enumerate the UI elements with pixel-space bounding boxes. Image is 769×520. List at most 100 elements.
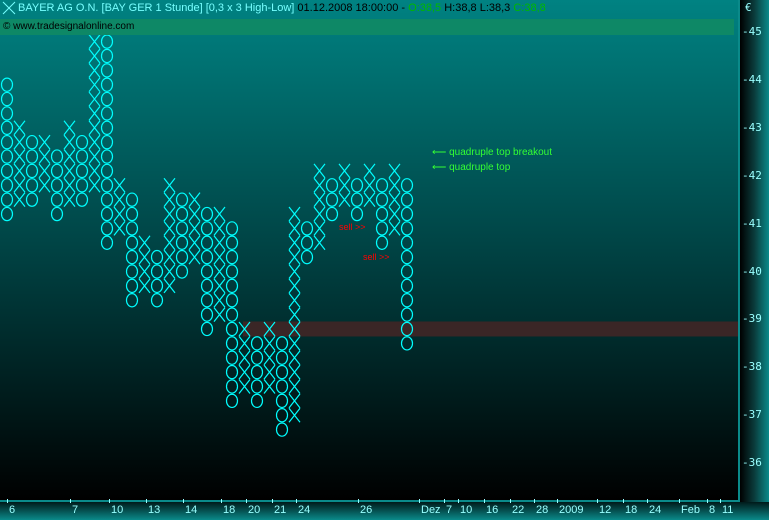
o-box (225, 278, 239, 294)
currency-label: € (745, 1, 752, 14)
o-box (350, 206, 364, 222)
x-tick-label: 20 (248, 504, 261, 516)
x-tick (419, 499, 420, 503)
chart-title: BAYER AG O.N. [BAY GER 1 Stunde] [0,3 x … (18, 2, 295, 14)
x-tick (534, 499, 535, 503)
x-tick-label: 10 (111, 504, 124, 516)
o-box (400, 249, 414, 265)
x-box (288, 249, 301, 265)
x-box (63, 149, 76, 164)
x-tick-label: 24 (298, 504, 311, 516)
o-box (325, 192, 339, 207)
o-box (200, 235, 214, 250)
x-box (88, 62, 101, 78)
x-box (288, 393, 301, 409)
o-box (225, 307, 239, 322)
x-box (238, 364, 251, 380)
o-box (325, 178, 339, 193)
x-tick-label: 12 (599, 504, 612, 516)
o-box (100, 48, 114, 64)
x-box (288, 321, 301, 337)
x-box (388, 206, 401, 222)
x-box (138, 235, 151, 251)
x-tick-label: Dez (421, 504, 441, 516)
x-box (388, 163, 401, 179)
x-box (288, 292, 301, 308)
o-box (100, 77, 114, 92)
x-box (38, 177, 51, 193)
x-box (113, 206, 126, 222)
o-box (375, 192, 389, 207)
x-box (288, 235, 301, 251)
sell-signal-2: sell >> (363, 252, 390, 262)
x-tick (597, 499, 598, 503)
o-box (150, 293, 164, 308)
x-box (188, 192, 201, 208)
o-box (50, 163, 64, 179)
x-box (63, 120, 76, 136)
o-box (400, 321, 414, 337)
o-box (25, 178, 39, 193)
o-box (225, 321, 239, 337)
x-box (38, 149, 51, 164)
datetime: 01.12.2008 18:00:00 - (297, 2, 406, 14)
x-box (88, 34, 101, 49)
x-box (213, 221, 226, 236)
o-box (175, 264, 189, 279)
o-box (25, 192, 39, 207)
o-box (175, 235, 189, 250)
x-tick (720, 499, 721, 503)
x-symbol-icon (2, 1, 16, 15)
price-axis (740, 0, 769, 502)
o-box (200, 264, 214, 279)
o-box (150, 249, 164, 265)
o-box (50, 192, 64, 207)
o-box (125, 235, 139, 250)
o-box (125, 293, 139, 308)
x-box (188, 235, 201, 251)
o-box (350, 178, 364, 193)
x-box (388, 221, 401, 236)
o-box (225, 235, 239, 250)
o-box (400, 336, 414, 351)
o-box (200, 249, 214, 265)
x-box (188, 221, 201, 236)
x-box (288, 307, 301, 322)
o-box (100, 221, 114, 236)
x-tick (557, 499, 558, 503)
o-box (275, 422, 289, 437)
x-tick-label: 13 (148, 504, 161, 516)
o-box (400, 278, 414, 294)
x-box (88, 48, 101, 64)
o-box (0, 192, 14, 207)
o-box (400, 221, 414, 236)
o-box (150, 264, 164, 279)
x-tick-label: 10 (460, 504, 473, 516)
o-box (100, 120, 114, 136)
x-box (138, 264, 151, 279)
copyright-bar: © www.tradesignalonline.com (0, 19, 734, 35)
x-box (163, 264, 176, 279)
o-box (0, 120, 14, 136)
o-box (25, 149, 39, 164)
o-box (100, 34, 114, 49)
o-box (225, 379, 239, 394)
y-tick-label: -40 (742, 264, 762, 278)
o-box (225, 393, 239, 409)
o-box (75, 192, 89, 207)
o-box (75, 149, 89, 164)
x-tick (146, 499, 147, 503)
x-box (363, 163, 376, 179)
x-box (288, 221, 301, 236)
o-box (325, 206, 339, 222)
x-tick (458, 499, 459, 503)
x-box (113, 177, 126, 193)
x-tick (221, 499, 222, 503)
x-box (313, 192, 326, 208)
o-box (100, 149, 114, 164)
x-box (288, 278, 301, 294)
pnf-chart (0, 19, 738, 437)
x-tick (484, 499, 485, 503)
y-tick-label: -43 (742, 120, 762, 134)
x-box (263, 350, 276, 366)
